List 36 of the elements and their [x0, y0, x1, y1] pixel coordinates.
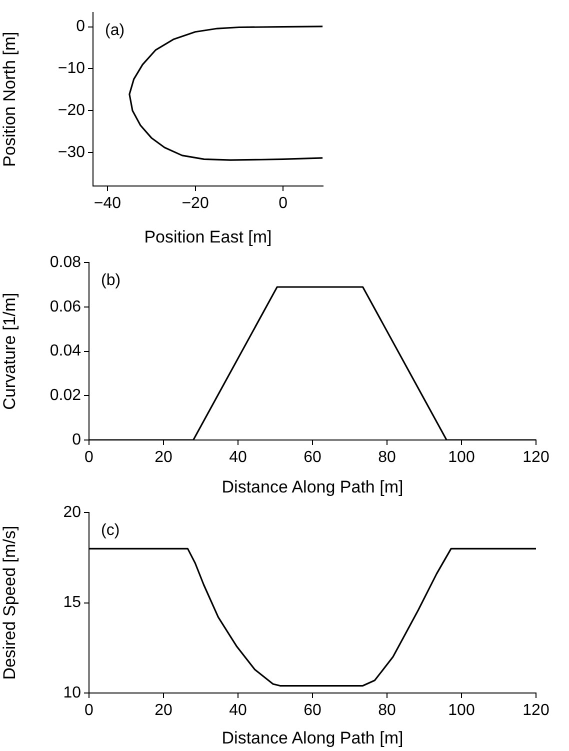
- y-tick-label: −10: [58, 60, 86, 78]
- y-tick-label: −30: [58, 144, 86, 161]
- y-tick-label: 0: [72, 431, 82, 448]
- x-tick-label: 20: [154, 449, 172, 466]
- y-tick-label: 15: [63, 594, 82, 612]
- x-tick-label: 80: [378, 449, 396, 466]
- x-tick-label: 120: [522, 449, 550, 466]
- y-axis-title: Position North [m]: [0, 32, 19, 167]
- y-tick-label: −20: [58, 102, 86, 120]
- x-tick-label: 120: [522, 702, 550, 720]
- y-tick-label: 0.04: [50, 342, 82, 360]
- x-tick-label: 40: [229, 702, 247, 720]
- x-tick-label: −20: [182, 195, 209, 212]
- y-tick-label: 0.06: [50, 298, 82, 316]
- annotation: (a): [105, 22, 125, 40]
- x-axis-title: Distance Along Path [m]: [222, 477, 404, 496]
- x-axis-title: Position East [m]: [144, 227, 272, 246]
- x-tick-label: 80: [378, 702, 396, 720]
- x-tick-label: 60: [304, 449, 322, 466]
- x-tick-label: 20: [154, 702, 172, 720]
- annotation: (c): [101, 522, 120, 540]
- y-axis-title: Desired Speed [m/s]: [0, 526, 19, 680]
- y-tick-label: 0: [76, 18, 86, 36]
- x-tick-label: −40: [94, 195, 122, 212]
- y-tick-label: 10: [63, 684, 82, 702]
- x-tick-label: 60: [304, 702, 322, 720]
- x-tick-label: 0: [278, 195, 288, 212]
- x-axis-title: Distance Along Path [m]: [222, 728, 404, 748]
- y-tick-label: 0.02: [50, 387, 82, 404]
- annotation: (b): [101, 272, 121, 290]
- y-tick-label: 20: [63, 504, 82, 522]
- x-tick-label: 100: [448, 449, 475, 466]
- x-tick-label: 100: [448, 702, 475, 720]
- y-axis-title: Curvature [1/m]: [0, 292, 19, 410]
- x-tick-label: 40: [229, 449, 247, 466]
- y-tick-label: 0.08: [50, 254, 82, 272]
